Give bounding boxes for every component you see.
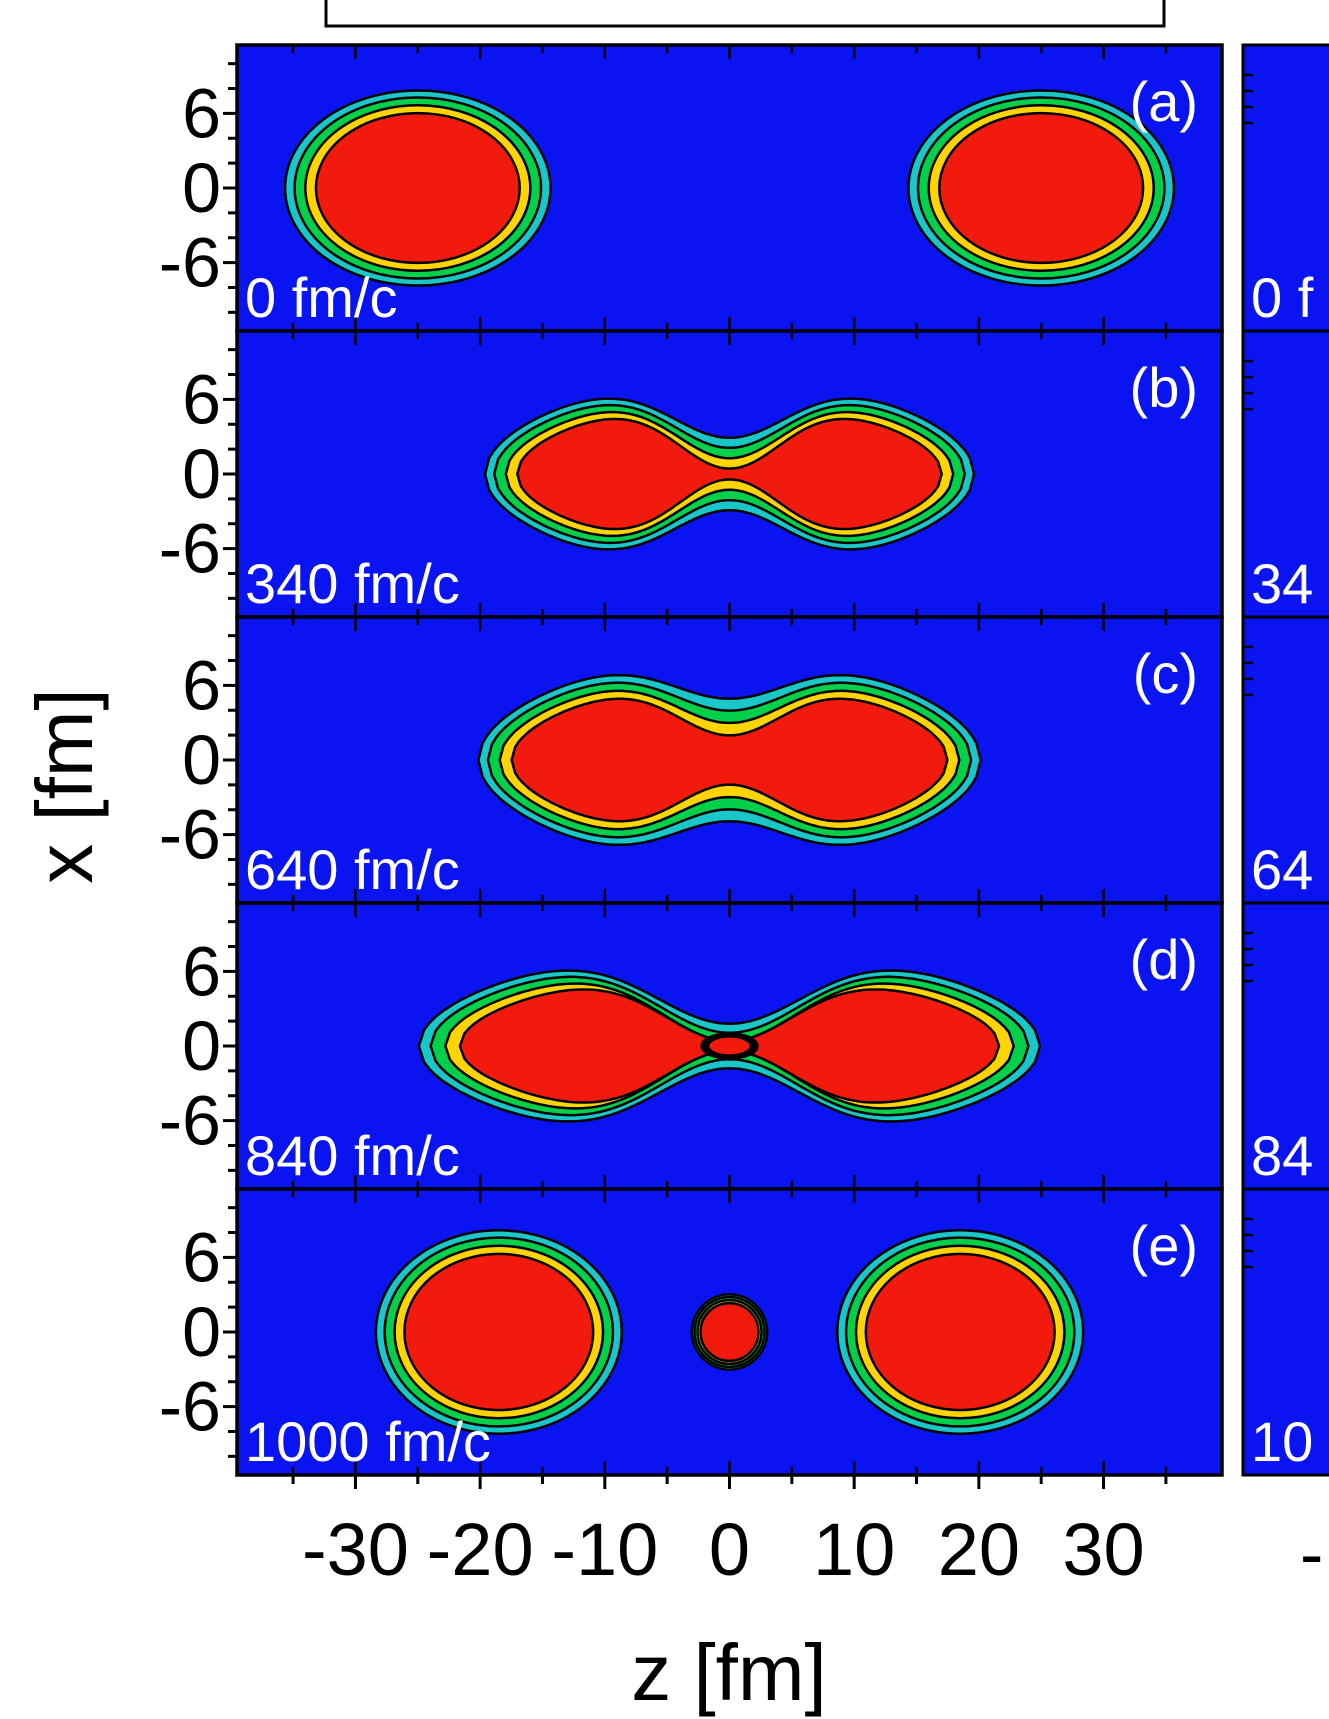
y-axis: 60-6 — [159, 920, 237, 1172]
y-axis-label: x [fm] — [20, 688, 109, 884]
density-contours — [417, 969, 1042, 1123]
y-tick-label: 6 — [182, 932, 221, 1010]
y-axis: 60-6 — [159, 62, 237, 314]
y-tick-label: -6 — [159, 796, 221, 874]
density-blob — [700, 1032, 759, 1060]
density-blob — [283, 89, 552, 287]
y-axis: 60-6 — [159, 634, 237, 886]
panel-time-label: 340 fm/c — [245, 552, 460, 615]
y-tick-label: -6 — [159, 224, 221, 302]
x-tick-label: -10 — [551, 1508, 658, 1591]
panel-label: (e) — [1130, 1214, 1198, 1277]
y-tick-label: 0 — [182, 1007, 221, 1085]
right-panel-2 — [1241, 615, 1329, 905]
y-tick-label: 6 — [182, 74, 221, 152]
y-tick-label: 0 — [182, 721, 221, 799]
x-tick-label: -20 — [427, 1508, 534, 1591]
panels-column-left: 60-6(a)0 fm/c60-6(b)340 fm/c60-6(c)640 f… — [159, 43, 1224, 1477]
density-contours — [477, 673, 982, 847]
right-panel-time-label: 34 — [1251, 552, 1313, 615]
panel-time-label: 640 fm/c — [245, 838, 460, 901]
panel-time-label: 840 fm/c — [245, 1124, 460, 1187]
x-tick-label: 20 — [938, 1508, 1020, 1591]
x-axis: -30 -20 -10 0 10 20 30 — [291, 1475, 1168, 1591]
density-blob — [483, 397, 976, 551]
x-tick-label: 10 — [813, 1508, 895, 1591]
y-axis: 60-6 — [159, 348, 237, 600]
y-tick-label: 0 — [182, 149, 221, 227]
right-panel-time-label: 84 — [1251, 1124, 1313, 1187]
y-tick-label: 6 — [182, 1218, 221, 1296]
y-tick-label: -6 — [159, 510, 221, 588]
panel-d: 60-6 (d) 840 fm/c — [159, 901, 1224, 1191]
density-contours — [283, 89, 1176, 287]
contour-level-3 — [938, 111, 1145, 265]
density-blob — [374, 1229, 623, 1435]
panel-label: (d) — [1130, 928, 1198, 991]
contour-level-3 — [314, 111, 521, 265]
y-tick-label: 0 — [182, 435, 221, 513]
contour-level-3 — [706, 1035, 753, 1057]
panel-e: 60-6 (e) 1000 fm/c — [159, 1187, 1224, 1477]
right-panel-4 — [1241, 1187, 1329, 1477]
panel-label: (c) — [1133, 642, 1198, 705]
density-blob — [836, 1229, 1085, 1435]
y-tick-label: 6 — [182, 360, 221, 438]
x-axis-label: z [fm] — [631, 1628, 827, 1717]
y-tick-label: 6 — [182, 646, 221, 724]
y-tick-label: 0 — [182, 1293, 221, 1371]
right-panel-0 — [1241, 43, 1329, 333]
panel-a: 60-6 (a) 0 fm/c — [159, 43, 1224, 333]
legend-box-fragment — [324, 0, 1166, 28]
x-tick-label: 0 — [709, 1508, 750, 1591]
panel-label: (a) — [1130, 70, 1198, 133]
y-axis: 60-6 — [159, 1206, 237, 1458]
right-panel-tick-label: - — [1300, 1515, 1323, 1593]
right-panel-time-label: 0 f — [1251, 266, 1314, 329]
density-blob — [477, 673, 982, 847]
y-tick-label: -6 — [159, 1082, 221, 1160]
contour-level-3 — [516, 417, 943, 531]
panel-b: 60-6 (b) 340 fm/c — [159, 329, 1224, 619]
contour-level-3 — [864, 1252, 1056, 1412]
panels-column-right: 0 f 34 64 84 10 - — [1241, 43, 1329, 1593]
right-panel-time-label: 64 — [1251, 838, 1313, 901]
panel-time-label: 0 fm/c — [245, 266, 397, 329]
contour-level-3 — [510, 697, 949, 823]
density-blob — [690, 1293, 769, 1371]
panel-label: (b) — [1130, 356, 1198, 419]
density-contours — [483, 397, 976, 551]
density-contours — [374, 1229, 1085, 1435]
contour-level-3 — [699, 1301, 760, 1363]
x-tick-label: 30 — [1062, 1508, 1144, 1591]
density-blob — [907, 89, 1176, 287]
panel-time-label: 1000 fm/c — [245, 1410, 491, 1473]
contour-level-3 — [403, 1252, 595, 1412]
x-tick-label: -30 — [302, 1508, 409, 1591]
y-tick-label: -6 — [159, 1368, 221, 1446]
right-panel-time-label: 10 — [1251, 1410, 1313, 1473]
panel-c: 60-6 (c) 640 fm/c — [159, 615, 1224, 905]
